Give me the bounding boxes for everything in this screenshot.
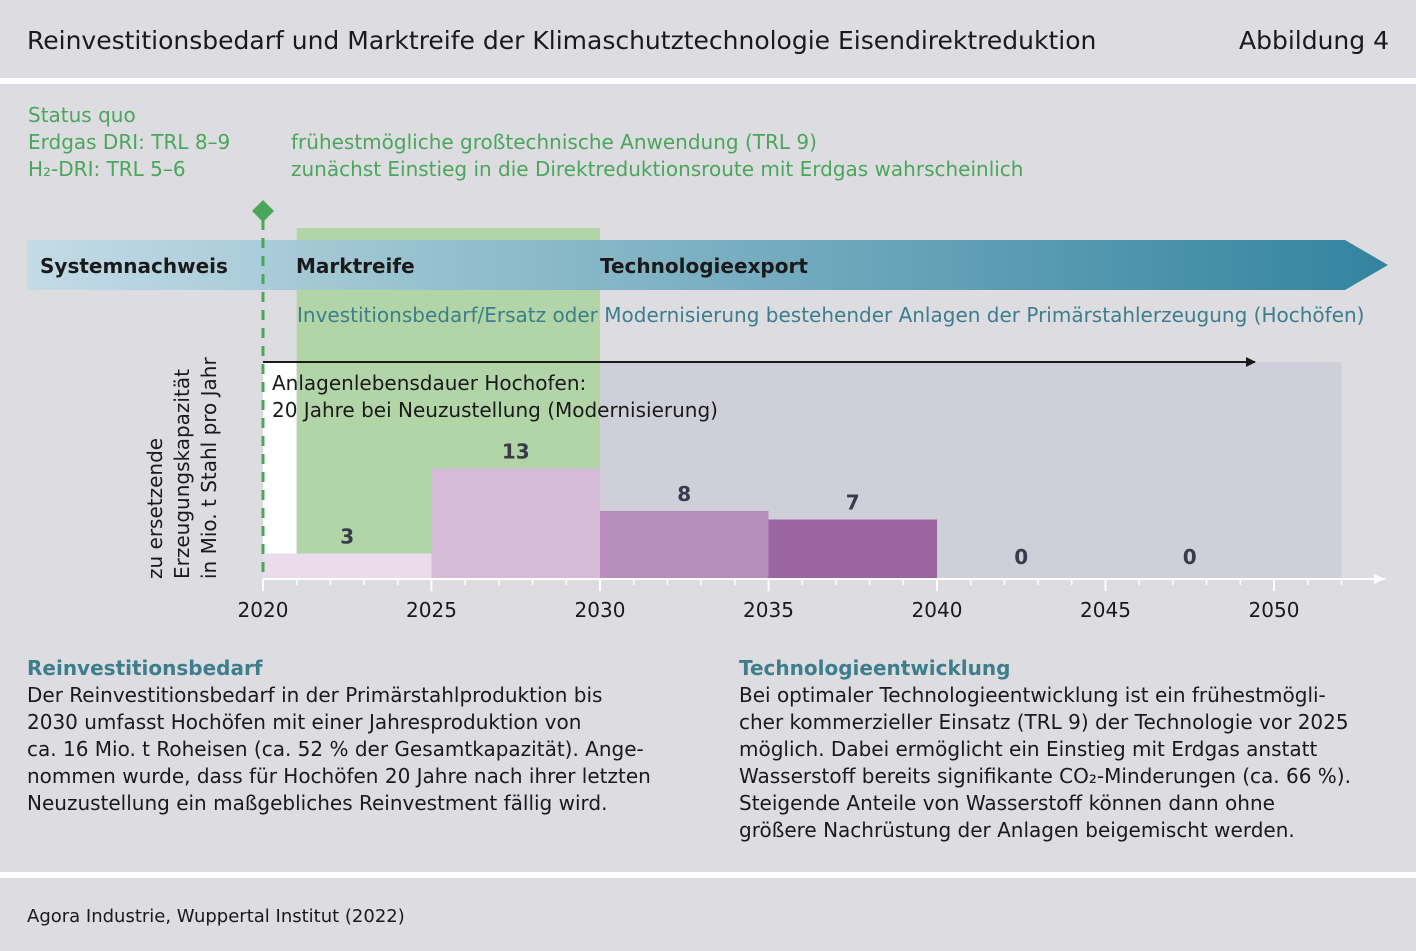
footer: Agora Industrie, Wuppertal Institut (202…	[0, 872, 1416, 951]
bar-value-label: 0	[1183, 545, 1197, 569]
bar-value-label: 0	[1014, 545, 1028, 569]
right-desc-line: Steigende Anteile von Wasserstoff können…	[739, 791, 1275, 815]
x-axis-arrowhead	[1374, 574, 1385, 584]
status-notes: frühestmögliche großtechnische Anwendung…	[291, 129, 1023, 183]
y-axis-label-line: in Mio. t Stahl pro Jahr	[197, 357, 221, 579]
bar-value-label: 13	[502, 440, 530, 464]
phase-label-marktreife: Marktreife	[296, 254, 415, 278]
phase-label-technologieexport: Technologieexport	[600, 254, 808, 278]
x-tick-label: 2045	[1080, 598, 1131, 622]
status-note-2: zunächst Einstieg in die Direktreduktion…	[291, 157, 1024, 181]
bar-2025	[431, 468, 600, 579]
phase-arrow	[27, 240, 1388, 290]
right-description: Technologieentwicklung Bei optimaler Tec…	[739, 655, 1351, 844]
right-desc-line: größere Nachrüstung der Anlagen beigemis…	[739, 818, 1295, 842]
status-quo-diamond	[252, 200, 274, 222]
x-tick-label: 2030	[575, 598, 626, 622]
status-h2: H₂-DRI: TRL 5–6	[28, 157, 186, 181]
status-quo-block: Status quo Erdgas DRI: TRL 8–9 H₂-DRI: T…	[28, 102, 230, 183]
header: Reinvestitionsbedarf und Marktreife der …	[0, 0, 1416, 84]
x-tick-label: 2025	[406, 598, 457, 622]
status-erdgas: Erdgas DRI: TRL 8–9	[28, 130, 231, 154]
right-desc-title: Technologieentwicklung	[739, 656, 1011, 680]
left-desc-line: Der Reinvestitionsbedarf in der Primärst…	[27, 683, 603, 707]
bar-2020	[263, 553, 432, 579]
bar-2030	[600, 511, 769, 579]
chart-area: Status quo Erdgas DRI: TRL 8–9 H₂-DRI: T…	[0, 84, 1416, 872]
lifetime-label-1: Anlagenlebensdauer Hochofen:	[272, 371, 586, 395]
left-desc-line: ca. 16 Mio. t Roheisen (ca. 52 % der Ges…	[27, 737, 644, 761]
right-desc-line: Wasserstoff bereits signifikante CO₂-Min…	[739, 764, 1351, 788]
source-note: Agora Industrie, Wuppertal Institut (202…	[27, 906, 405, 927]
figure-label: Abbildung 4	[1238, 26, 1389, 55]
status-note-1: frühestmögliche großtechnische Anwendung…	[291, 130, 817, 154]
pre-marktreife-strip	[263, 362, 297, 579]
invest-label: Investitionsbedarf/Ersatz oder Modernisi…	[297, 303, 1364, 327]
right-desc-line: cher kommerzieller Einsatz (TRL 9) der T…	[739, 710, 1349, 734]
x-tick-label: 2040	[912, 598, 963, 622]
page-title: Reinvestitionsbedarf und Marktreife der …	[27, 26, 1097, 55]
x-tick-label: 2035	[743, 598, 794, 622]
bar-value-label: 3	[340, 525, 354, 549]
bar-value-label: 8	[677, 482, 691, 506]
x-tick-label: 2020	[238, 598, 289, 622]
y-axis-label-line: Erzeugungskapazität	[170, 369, 194, 579]
left-desc-line: 2030 umfasst Hochöfen mit einer Jahrespr…	[27, 710, 582, 734]
lifetime-label-2: 20 Jahre bei Neuzustellung (Modernisieru…	[272, 398, 718, 422]
phase-label-systemnachweis: Systemnachweis	[40, 254, 228, 278]
bar-2035	[768, 519, 937, 579]
left-desc-line: nommen wurde, dass für Hochöfen 20 Jahre…	[27, 764, 651, 788]
right-desc-line: Bei optimaler Technologieentwicklung ist…	[739, 683, 1326, 707]
right-desc-line: möglich. Dabei ermöglicht ein Einstieg m…	[739, 737, 1318, 761]
left-desc-line: Neuzustellung ein maßgebliches Reinvestm…	[27, 791, 608, 815]
x-tick-label: 2050	[1249, 598, 1300, 622]
y-axis-label-line: zu ersetzende	[143, 438, 167, 579]
left-description: Reinvestitionsbedarf Der Reinvestitionsb…	[27, 655, 651, 817]
left-desc-title: Reinvestitionsbedarf	[27, 656, 263, 680]
status-quo-title: Status quo	[28, 103, 136, 127]
bar-value-label: 7	[846, 491, 860, 515]
timeline-chart: Systemnachweis Marktreife Technologieexpor…	[27, 200, 1388, 622]
